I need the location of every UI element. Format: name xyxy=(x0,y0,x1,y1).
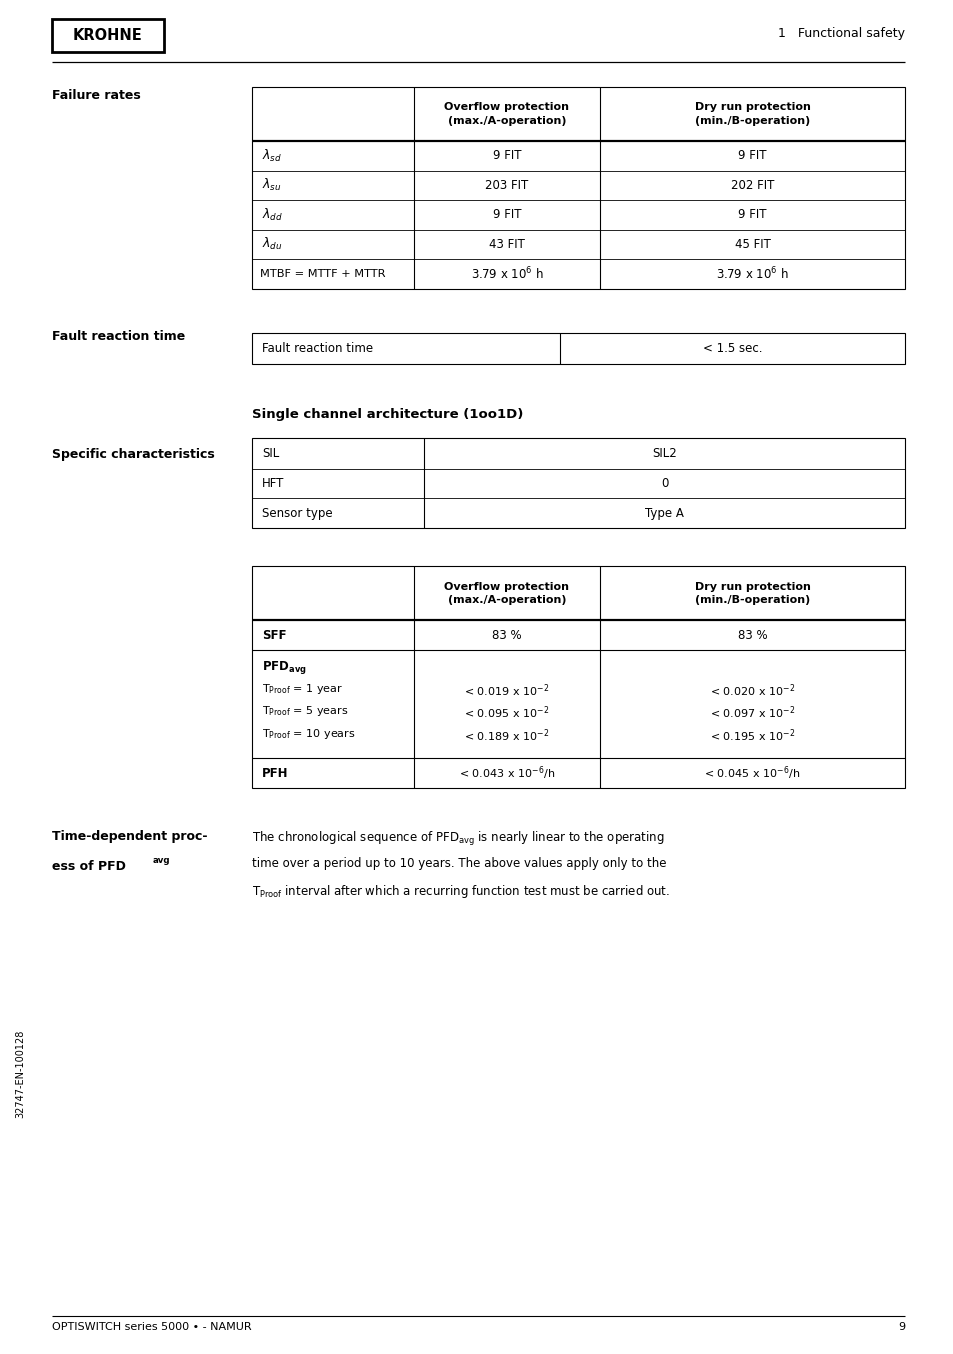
Text: 3.79 x 10$^6$ h: 3.79 x 10$^6$ h xyxy=(470,265,542,282)
Text: Failure rates: Failure rates xyxy=(52,89,141,102)
Text: 83 %: 83 % xyxy=(492,630,521,642)
Text: Time-dependent proc-: Time-dependent proc- xyxy=(52,830,208,844)
Text: PFD$_\mathregular{avg}$: PFD$_\mathregular{avg}$ xyxy=(262,659,306,677)
Text: < 0.045 x 10$^{-6}$/h: < 0.045 x 10$^{-6}$/h xyxy=(703,765,800,783)
Bar xyxy=(52,19,164,51)
Text: $\lambda_{du}$: $\lambda_{du}$ xyxy=(262,236,282,252)
Text: T$_\mathregular{Proof}$ = 1 year: T$_\mathregular{Proof}$ = 1 year xyxy=(262,682,343,696)
Text: SIL: SIL xyxy=(262,447,279,460)
Text: Sensor type: Sensor type xyxy=(262,506,333,520)
Text: 43 FIT: 43 FIT xyxy=(489,238,524,250)
Text: T$_\mathregular{Proof}$ = 5 years: T$_\mathregular{Proof}$ = 5 years xyxy=(262,704,348,719)
Text: 9 FIT: 9 FIT xyxy=(738,209,766,221)
Text: KROHNE: KROHNE xyxy=(73,28,143,43)
Text: The chronological sequence of PFD$_\mathregular{avg}$ is nearly linear to the op: The chronological sequence of PFD$_\math… xyxy=(252,830,664,849)
Text: < 1.5 sec.: < 1.5 sec. xyxy=(702,343,761,356)
Text: < 0.195 x 10$^{-2}$: < 0.195 x 10$^{-2}$ xyxy=(709,727,794,743)
Text: 9 FIT: 9 FIT xyxy=(493,149,520,162)
Text: OPTISWITCH series 5000 • - NAMUR: OPTISWITCH series 5000 • - NAMUR xyxy=(52,1322,252,1332)
Text: Dry run protection
(min./B-operation): Dry run protection (min./B-operation) xyxy=(694,103,810,126)
Text: $\lambda_{sd}$: $\lambda_{sd}$ xyxy=(262,148,282,164)
Text: Overflow protection
(max./A-operation): Overflow protection (max./A-operation) xyxy=(444,582,569,605)
Text: < 0.189 x 10$^{-2}$: < 0.189 x 10$^{-2}$ xyxy=(464,727,549,743)
Text: 9 FIT: 9 FIT xyxy=(493,209,520,221)
Text: < 0.020 x 10$^{-2}$: < 0.020 x 10$^{-2}$ xyxy=(709,682,794,699)
Bar xyxy=(252,566,904,788)
Text: 9 FIT: 9 FIT xyxy=(738,149,766,162)
Text: Fault reaction time: Fault reaction time xyxy=(262,343,373,356)
Text: 1   Functional safety: 1 Functional safety xyxy=(778,27,904,41)
Text: < 0.019 x 10$^{-2}$: < 0.019 x 10$^{-2}$ xyxy=(464,682,549,699)
Text: < 0.043 x 10$^{-6}$/h: < 0.043 x 10$^{-6}$/h xyxy=(458,765,555,783)
Text: T$_\mathregular{Proof}$ = 10 years: T$_\mathregular{Proof}$ = 10 years xyxy=(262,727,355,741)
Text: Specific characteristics: Specific characteristics xyxy=(52,448,214,462)
Text: Single channel architecture (1oo1D): Single channel architecture (1oo1D) xyxy=(252,409,523,421)
Text: T$_\mathregular{Proof}$ interval after which a recurring function test must be c: T$_\mathregular{Proof}$ interval after w… xyxy=(252,884,669,900)
Bar xyxy=(252,333,904,364)
Text: SIL2: SIL2 xyxy=(652,447,677,460)
Text: Type A: Type A xyxy=(644,506,683,520)
Text: $\lambda_{dd}$: $\lambda_{dd}$ xyxy=(262,207,283,223)
Text: time over a period up to 10 years. The above values apply only to the: time over a period up to 10 years. The a… xyxy=(252,857,666,871)
Text: < 0.095 x 10$^{-2}$: < 0.095 x 10$^{-2}$ xyxy=(464,704,549,722)
Text: 0: 0 xyxy=(660,477,667,490)
Text: PFH: PFH xyxy=(262,766,288,780)
Text: 45 FIT: 45 FIT xyxy=(734,238,770,250)
Text: 3.79 x 10$^6$ h: 3.79 x 10$^6$ h xyxy=(716,265,788,282)
Text: 9: 9 xyxy=(897,1322,904,1332)
Text: $\lambda_{su}$: $\lambda_{su}$ xyxy=(262,177,281,194)
Text: MTBF = MTTF + MTTR: MTBF = MTTF + MTTR xyxy=(260,268,385,279)
Text: Fault reaction time: Fault reaction time xyxy=(52,330,185,344)
Text: Dry run protection
(min./B-operation): Dry run protection (min./B-operation) xyxy=(694,582,810,605)
Text: ess of PFD: ess of PFD xyxy=(52,860,126,873)
Text: 203 FIT: 203 FIT xyxy=(485,179,528,192)
Text: < 0.097 x 10$^{-2}$: < 0.097 x 10$^{-2}$ xyxy=(709,704,794,722)
Bar xyxy=(252,87,904,288)
Text: SFF: SFF xyxy=(262,630,286,642)
Text: avg: avg xyxy=(152,856,171,865)
Text: 202 FIT: 202 FIT xyxy=(730,179,774,192)
Text: 83 %: 83 % xyxy=(737,630,766,642)
Text: HFT: HFT xyxy=(262,477,284,490)
Text: Overflow protection
(max./A-operation): Overflow protection (max./A-operation) xyxy=(444,103,569,126)
Text: 32747-EN-100128: 32747-EN-100128 xyxy=(15,1030,25,1118)
Bar xyxy=(252,439,904,528)
